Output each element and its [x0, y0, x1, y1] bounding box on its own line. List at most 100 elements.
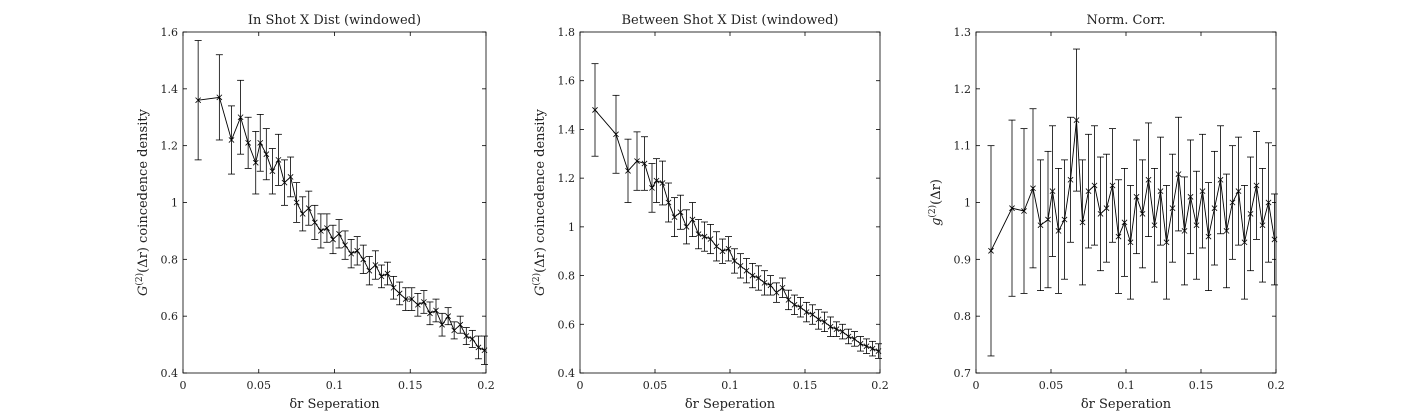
- x-tick-label: 0.2: [871, 379, 889, 392]
- data-point-stroke: [281, 179, 288, 186]
- data-point: [475, 344, 482, 351]
- data-point-stroke: [1139, 210, 1146, 217]
- data-point-stroke: [269, 168, 276, 175]
- data-point: [875, 348, 882, 354]
- data-point-stroke: [725, 245, 732, 252]
- y-tick-label: 1: [568, 221, 575, 234]
- data-point: [293, 199, 300, 206]
- data-point: [1157, 188, 1164, 195]
- data-point: [463, 333, 470, 339]
- data-point: [845, 333, 852, 340]
- data-point-stroke: [1121, 219, 1128, 226]
- y-axis-label: G(2)(Δr) coincedence density: [531, 108, 548, 296]
- y-axis-label: g(2)(Δr): [927, 179, 944, 226]
- data-point-stroke: [1205, 233, 1212, 240]
- data-point-stroke: [378, 273, 385, 280]
- x-tick-label: 0: [577, 379, 584, 392]
- y-tick-label: 0.8: [954, 310, 972, 323]
- y-tick-label: 1.2: [558, 172, 576, 185]
- x-tick-label: 0.15: [398, 379, 423, 392]
- data-point: [827, 323, 834, 330]
- data-point-stroke: [402, 296, 409, 302]
- y-tick-label: 0.6: [558, 318, 576, 331]
- y-tick-label: 0.9: [954, 253, 972, 266]
- data-point-stroke: [659, 180, 666, 186]
- data-point-stroke: [1091, 182, 1098, 189]
- data-point-stroke: [1127, 239, 1134, 246]
- data-point: [324, 225, 330, 231]
- data-point-stroke: [737, 262, 744, 269]
- data-point-stroke: [1211, 205, 1218, 212]
- data-point: [378, 273, 385, 280]
- x-tick-label: 0: [180, 379, 187, 392]
- data-point: [737, 262, 744, 269]
- data-point-stroke: [803, 309, 810, 315]
- data-point: [396, 290, 403, 297]
- data-point: [1169, 205, 1176, 212]
- data-point-stroke: [216, 94, 223, 101]
- data-point: [195, 97, 202, 104]
- data-point-stroke: [845, 333, 852, 340]
- data-point-stroke: [1157, 188, 1164, 195]
- chart-panel-2: 0 0.05 0.1 0.15 0.2 0.4 0.6 0.8 1 1.2 1.4 1.6 1.8 Bet…: [531, 13, 889, 412]
- data-point: [1163, 239, 1170, 246]
- y-tick-label: 1.1: [954, 140, 972, 153]
- data-point: [1259, 222, 1266, 229]
- data-point-stroke: [1009, 205, 1015, 212]
- data-point: [671, 214, 678, 220]
- y-tick-label: 0.7: [954, 367, 972, 380]
- data-point-stroke: [1265, 199, 1272, 206]
- data-point-stroke: [1067, 176, 1074, 183]
- data-point-stroke: [613, 131, 619, 138]
- data-point: [857, 340, 864, 347]
- data-point-stroke: [755, 275, 762, 281]
- data-point-stroke: [324, 225, 330, 231]
- data-point: [1133, 193, 1140, 200]
- data-point-stroke: [1259, 222, 1266, 229]
- data-point-stroke: [414, 301, 421, 308]
- data-point-stroke: [228, 137, 235, 143]
- data-point: [1009, 205, 1015, 212]
- data-point-stroke: [330, 236, 336, 243]
- data-point-stroke: [1151, 222, 1158, 229]
- data-point: [245, 139, 252, 146]
- chart-panel-1: 0 0.05 0.1 0.15 0.2 0.4 0.6 0.8 1 1.2 1.4 1.6 In Sho…: [134, 13, 495, 412]
- data-point: [634, 158, 640, 164]
- data-point-stroke: [743, 267, 750, 274]
- data-point: [988, 247, 994, 254]
- data-point-stroke: [719, 248, 726, 255]
- data-point: [592, 107, 598, 113]
- data-point: [445, 313, 452, 320]
- data-point-stroke: [1163, 239, 1170, 246]
- data-point-stroke: [1193, 222, 1200, 229]
- y-tick-label: 0.8: [558, 270, 576, 283]
- data-point: [1127, 239, 1134, 246]
- data-point: [815, 316, 822, 323]
- data-point: [1235, 188, 1242, 195]
- data-point: [1223, 228, 1230, 234]
- data-point-stroke: [287, 174, 294, 180]
- data-point-stroke: [988, 247, 994, 254]
- data-point: [833, 326, 840, 333]
- data-point-stroke: [384, 270, 391, 277]
- series-line: [990, 120, 1275, 251]
- data-point: [390, 284, 397, 291]
- data-point-stroke: [634, 158, 640, 164]
- data-point: [767, 282, 774, 289]
- data-point-stroke: [366, 267, 373, 274]
- data-point: [402, 296, 409, 302]
- data-point-stroke: [237, 114, 244, 121]
- data-point: [613, 131, 619, 138]
- data-point: [1193, 222, 1200, 229]
- series-1: [591, 63, 882, 359]
- y-tick-label: 0.4: [558, 367, 576, 380]
- data-point-stroke: [317, 228, 324, 234]
- data-point: [366, 267, 373, 274]
- data-point: [1097, 210, 1104, 217]
- data-point: [625, 167, 631, 174]
- data-point: [677, 209, 684, 216]
- y-tick-label: 1.8: [558, 26, 576, 39]
- data-point: [701, 233, 708, 240]
- data-point-stroke: [263, 151, 270, 158]
- chart-title: In Shot X Dist (windowed): [248, 13, 421, 28]
